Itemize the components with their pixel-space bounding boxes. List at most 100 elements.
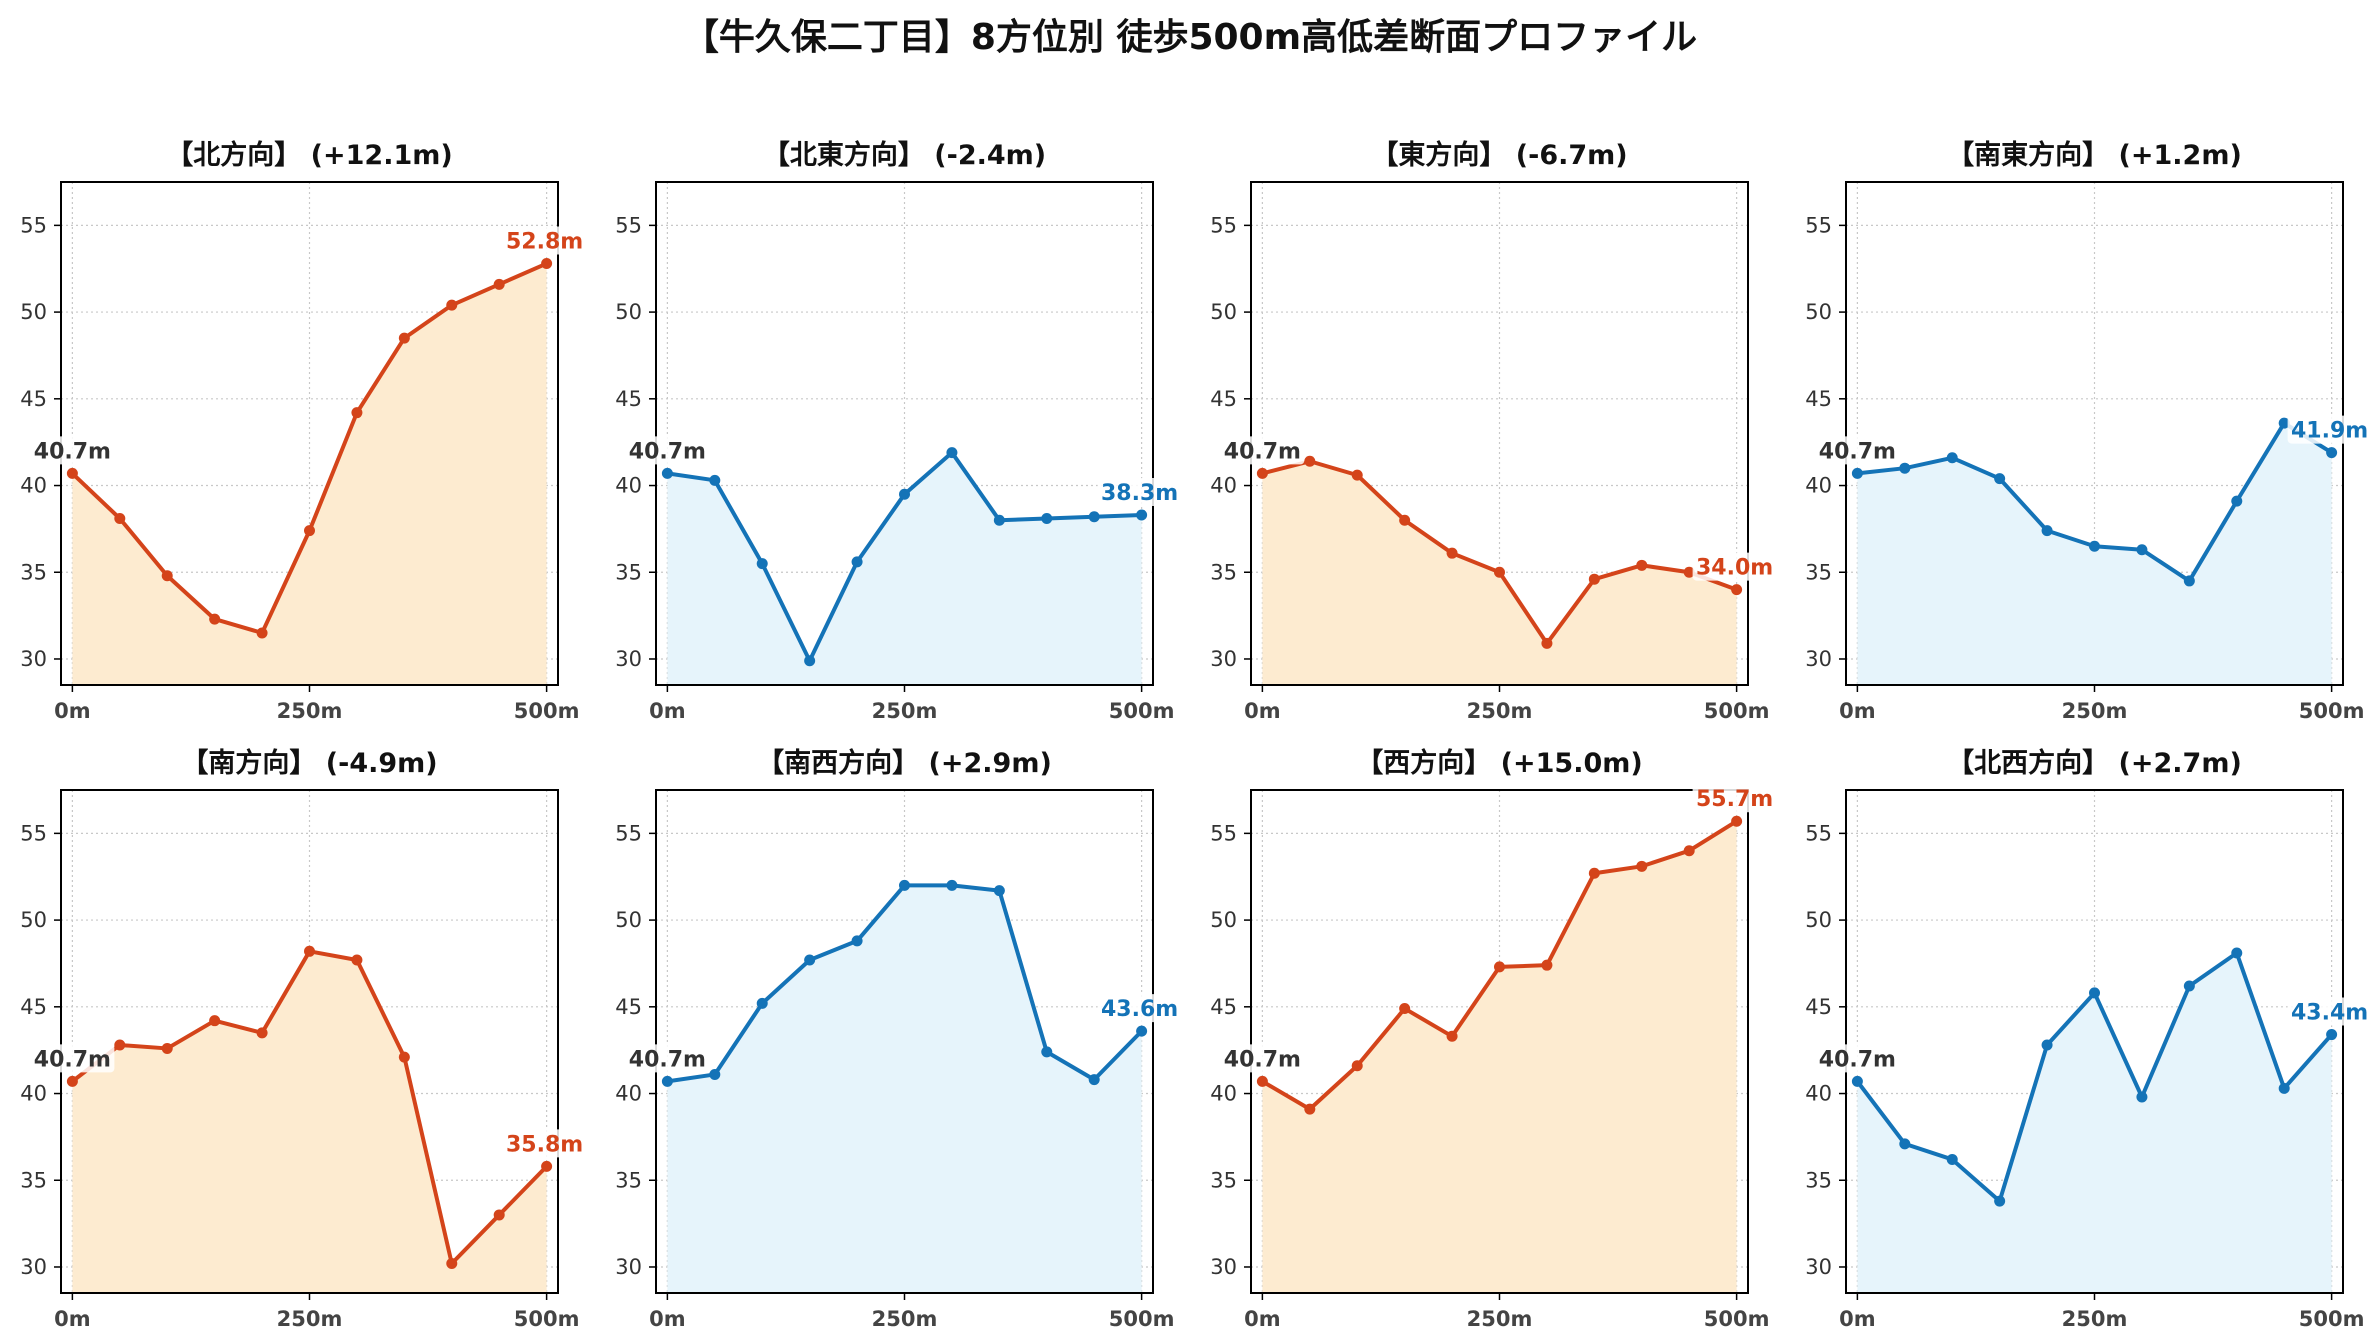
end-value-label: 43.4m: [2291, 1001, 2368, 1026]
x-tick-label: 0m: [649, 1307, 686, 1331]
end-label-box: [1692, 552, 1777, 581]
data-point: [2326, 1029, 2338, 1041]
y-tick-label: 45: [1210, 995, 1237, 1019]
y-tick-label: 35: [1805, 1168, 1832, 1192]
data-point: [804, 655, 816, 667]
start-value-label: 40.7m: [1224, 439, 1301, 464]
subplot-title: 【北西方向】 (+2.7m): [1947, 747, 2242, 779]
data-point: [1351, 1060, 1363, 1072]
y-tick-label: 50: [1805, 300, 1832, 324]
data-point: [304, 945, 315, 957]
x-tick-label: 250m: [872, 699, 938, 723]
data-point: [398, 332, 410, 344]
data-point: [661, 1075, 673, 1087]
x-tick-label: 0m: [54, 699, 91, 723]
y-tick-label: 55: [1210, 213, 1237, 237]
y-tick-label: 35: [20, 1168, 47, 1192]
data-point: [209, 613, 221, 625]
data-point: [1041, 512, 1053, 524]
y-tick-label: 50: [1805, 908, 1832, 932]
x-tick-label: 0m: [649, 699, 686, 723]
y-tick-label: 55: [615, 821, 642, 845]
x-tick-label: 0m: [1839, 1307, 1876, 1331]
data-point: [1256, 467, 1268, 479]
x-tick-label: 0m: [1839, 699, 1876, 723]
data-point: [1541, 959, 1553, 971]
start-label-box: [625, 1044, 710, 1073]
end-value-label: 41.9m: [2291, 419, 2368, 444]
subplot-0: 【北方向】 (+12.1m) 30 35 40 45 50 55 0m 250m 500m 40.7…: [20, 139, 587, 723]
y-tick-label: 40: [615, 1082, 642, 1106]
subplot-2: 【東方向】 (-6.7m) 30 35 40 45 50 55 0m 250m 500m 40.7m…: [1210, 139, 1777, 723]
data-point: [541, 258, 553, 270]
data-point: [2136, 544, 2148, 556]
area-fill: [1857, 953, 2332, 1293]
y-tick-label: 55: [20, 213, 47, 237]
start-label-box: [1220, 1044, 1305, 1073]
data-point: [1588, 867, 1600, 879]
x-tick-label: 250m: [1467, 699, 1533, 723]
y-tick-label: 45: [20, 995, 47, 1019]
y-tick-label: 55: [1210, 821, 1237, 845]
data-point: [1399, 1003, 1411, 1015]
start-label-box: [1815, 436, 1900, 465]
data-point: [351, 407, 363, 419]
data-point: [114, 1039, 126, 1051]
area-fill: [667, 885, 1142, 1293]
data-point: [1851, 467, 1863, 479]
data-point: [946, 447, 958, 459]
y-tick-label: 40: [1210, 474, 1237, 498]
data-point: [1088, 511, 1100, 523]
data-point: [899, 879, 910, 891]
y-tick-label: 40: [20, 1082, 47, 1106]
data-point: [2231, 947, 2243, 959]
end-label-box: [502, 226, 587, 255]
data-point: [1041, 1046, 1053, 1058]
subplot-5: 【南西方向】 (+2.9m) 30 35 40 45 50 55 0m 250m 500m 40.7…: [615, 747, 1182, 1331]
data-point: [1994, 1195, 2006, 1207]
y-tick-label: 35: [1805, 560, 1832, 584]
x-tick-label: 500m: [1109, 699, 1175, 723]
start-value-label: 40.7m: [1819, 1047, 1896, 1072]
y-tick-label: 40: [1210, 1082, 1237, 1106]
subplot-title: 【北方向】 (+12.1m): [166, 139, 452, 171]
figure-title: 【牛久保二丁目】8方位別 徒歩500m高低差断面プロファイル: [682, 17, 1698, 58]
data-point: [256, 1027, 268, 1039]
data-point: [2089, 987, 2100, 999]
data-point: [1494, 961, 1505, 973]
end-label-box: [2287, 415, 2372, 444]
data-point: [2089, 540, 2100, 552]
data-point: [1304, 1103, 1316, 1115]
data-point: [1351, 469, 1363, 481]
data-point: [1731, 584, 1743, 596]
x-tick-label: 250m: [1467, 1307, 1533, 1331]
y-tick-label: 30: [1805, 1255, 1832, 1279]
y-tick-label: 45: [1805, 995, 1832, 1019]
subplot-7: 【北西方向】 (+2.7m) 30 35 40 45 50 55 0m 250m 500m 40.7…: [1805, 747, 2372, 1331]
data-point: [161, 570, 173, 582]
y-tick-label: 35: [1210, 1168, 1237, 1192]
y-tick-label: 30: [615, 1255, 642, 1279]
end-value-label: 43.6m: [1101, 997, 1178, 1022]
data-point: [1683, 845, 1695, 857]
x-tick-label: 500m: [1109, 1307, 1175, 1331]
data-point: [304, 525, 315, 537]
start-value-label: 40.7m: [629, 439, 706, 464]
data-point: [1899, 1138, 1911, 1150]
end-label-box: [502, 1129, 587, 1158]
y-tick-label: 50: [1210, 908, 1237, 932]
x-tick-label: 500m: [2299, 699, 2365, 723]
data-point: [2278, 417, 2290, 429]
data-point: [1683, 566, 1695, 578]
subplot-title: 【南西方向】 (+2.9m): [757, 747, 1052, 779]
data-point: [256, 627, 268, 639]
y-tick-label: 35: [1210, 560, 1237, 584]
data-point: [541, 1160, 553, 1172]
start-label-box: [1220, 436, 1305, 465]
y-tick-label: 50: [20, 908, 47, 932]
x-tick-label: 500m: [514, 1307, 580, 1331]
data-point: [1541, 637, 1553, 649]
y-tick-label: 40: [1805, 474, 1832, 498]
x-tick-label: 250m: [2062, 1307, 2128, 1331]
